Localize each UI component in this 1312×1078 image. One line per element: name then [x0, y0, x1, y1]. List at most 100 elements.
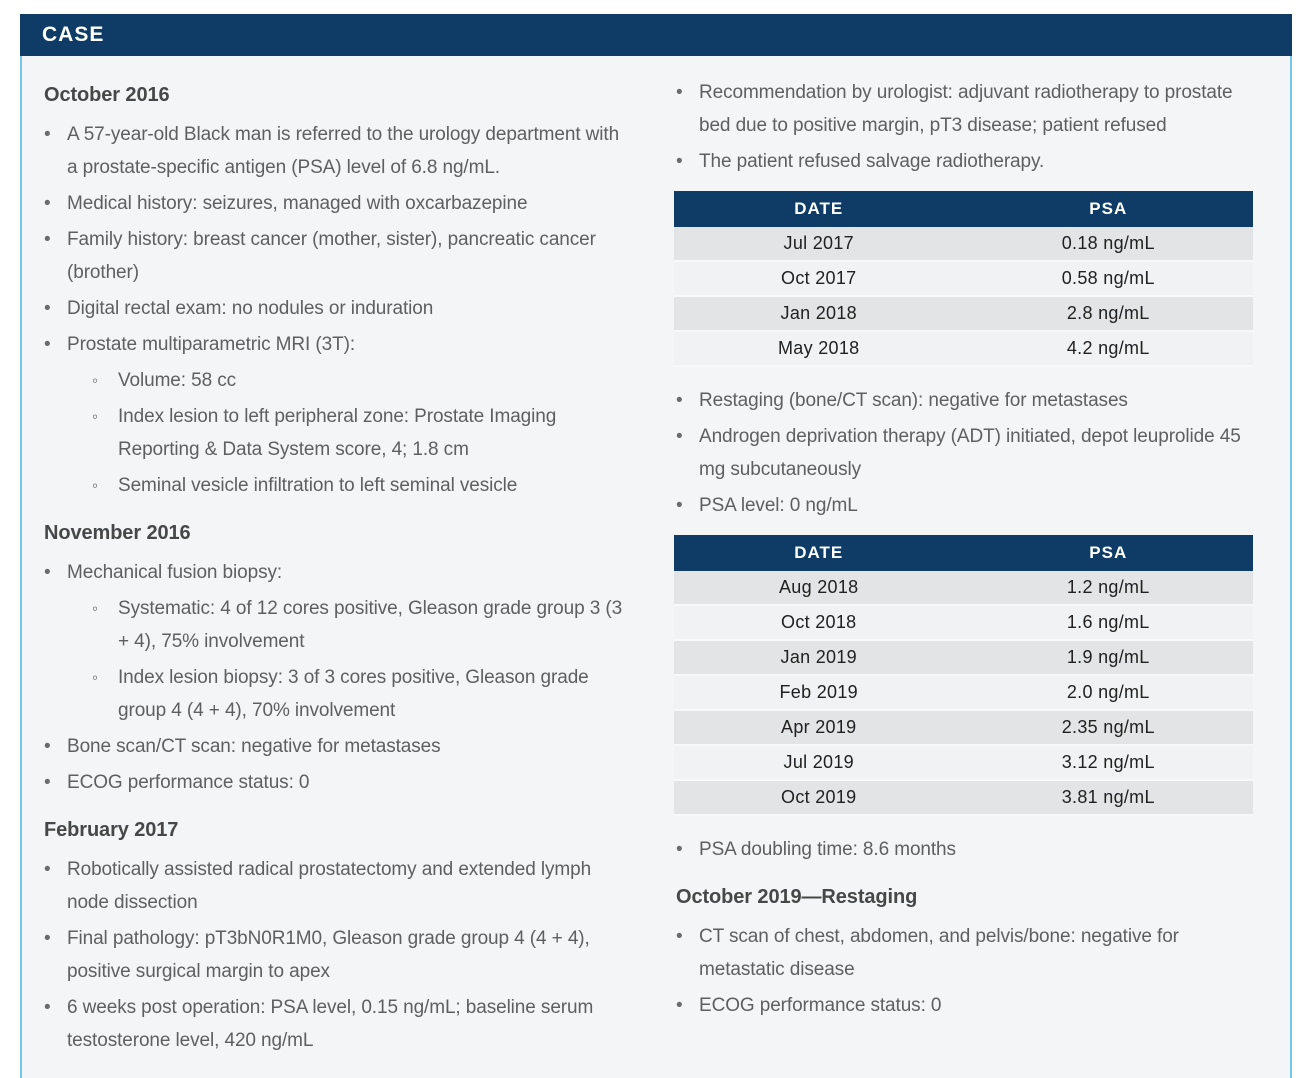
- date-cell: Apr 2019: [674, 711, 964, 746]
- psa-table-body: Aug 2018 1.2 ng/mL Oct 2018 1.6 ng/mL Jan 20…: [674, 571, 1253, 816]
- bullet-text: PSA doubling time: 8.6 months: [699, 839, 956, 860]
- psa-table-head: DATE PSA: [674, 535, 1253, 571]
- disc-bullet-icon: •: [676, 82, 683, 103]
- disc-bullet-icon: •: [676, 995, 683, 1016]
- disc-bullet-icon: •: [676, 495, 683, 516]
- date-cell: Jan 2019: [674, 641, 964, 676]
- left-column: October 2016 • A 57-year-old Black man is …: [42, 76, 634, 1060]
- table-header-row: DATE PSA: [674, 535, 1253, 571]
- bullet-item: • Family history: breast cancer (mother, …: [44, 223, 634, 289]
- psa-value-cell: 0.18 ng/mL: [963, 227, 1253, 262]
- bullet-item: • ECOG performance status: 0: [676, 989, 1253, 1022]
- table-row: Oct 2019 3.81 ng/mL: [674, 781, 1253, 816]
- bullet-text: Final pathology: pT3bN0R1M0, Gleason gra…: [67, 928, 590, 982]
- disc-bullet-icon: •: [44, 562, 51, 583]
- disc-bullet-icon: •: [44, 229, 51, 250]
- bullet-list: • Recommendation by urologist: adjuvant r…: [674, 76, 1253, 178]
- bullet-item: • The patient refused salvage radiotherap…: [676, 145, 1253, 178]
- table-row: Oct 2018 1.6 ng/mL: [674, 606, 1253, 641]
- bullet-text: CT scan of chest, abdomen, and pelvis/bo…: [699, 926, 1179, 980]
- bullet-text: Bone scan/CT scan: negative for metastas…: [67, 736, 441, 757]
- bullet-text: The patient refused salvage radiotherapy…: [699, 151, 1045, 172]
- case-body: October 2016 • A 57-year-old Black man is …: [20, 56, 1292, 1078]
- table-row: Apr 2019 2.35 ng/mL: [674, 711, 1253, 746]
- psa-table: DATE PSA Jul 2017 0.18 ng/mL Oct 2017 0.58 ng…: [674, 191, 1253, 367]
- bullet-text: ECOG performance status: 0: [699, 995, 942, 1016]
- bullet-text: A 57-year-old Black man is referred to t…: [67, 124, 620, 178]
- date-cell: Oct 2019: [674, 781, 964, 816]
- bullet-text: Systematic: 4 of 12 cores positive, Glea…: [118, 598, 623, 652]
- circle-bullet-icon: ◦: [92, 371, 98, 390]
- bullet-item: • PSA doubling time: 8.6 months: [676, 833, 1253, 866]
- bullet-item: • PSA level: 0 ng/mL: [676, 489, 1253, 522]
- disc-bullet-icon: •: [44, 298, 51, 319]
- bullet-text: 6 weeks post operation: PSA level, 0.15 …: [67, 997, 594, 1051]
- right-column: • Recommendation by urologist: adjuvant r…: [674, 76, 1253, 1060]
- case-title: CASE: [42, 23, 105, 46]
- disc-bullet-icon: •: [676, 926, 683, 947]
- psa-value-cell: 4.2 ng/mL: [963, 332, 1253, 367]
- bullet-text: Prostate multiparametric MRI (3T):: [67, 334, 355, 355]
- bullet-text: Robotically assisted radical prostatecto…: [67, 859, 592, 913]
- bullet-item: • Digital rectal exam: no nodules or indu…: [44, 292, 634, 325]
- date-cell: Jul 2019: [674, 746, 964, 781]
- bullet-item: • Mechanical fusion biopsy:: [44, 556, 634, 589]
- bullet-item: • Recommendation by urologist: adjuvant r…: [676, 76, 1253, 142]
- psa-table-head: DATE PSA: [674, 191, 1253, 227]
- table-row: Jan 2019 1.9 ng/mL: [674, 641, 1253, 676]
- bullet-text: Restaging (bone/CT scan): negative for m…: [699, 390, 1128, 411]
- section-heading: October 2019—Restaging: [676, 886, 918, 908]
- psa-value-cell: 3.81 ng/mL: [963, 781, 1253, 816]
- date-cell: Oct 2018: [674, 606, 964, 641]
- disc-bullet-icon: •: [676, 151, 683, 172]
- table-header-cell: PSA: [963, 191, 1253, 227]
- table-header-row: DATE PSA: [674, 191, 1253, 227]
- section-heading: October 2016: [44, 84, 170, 106]
- case-panel: CASE October 2016 • A 57-year-old Black ma…: [20, 14, 1292, 1078]
- sub-bullet-item: ◦ Index lesion biopsy: 3 of 3 cores posit…: [92, 661, 634, 727]
- circle-bullet-icon: ◦: [92, 599, 98, 618]
- bullet-list: • PSA doubling time: 8.6 months: [674, 833, 1253, 866]
- date-cell: May 2018: [674, 332, 964, 367]
- table-header-cell: DATE: [674, 191, 964, 227]
- psa-table: DATE PSA Aug 2018 1.2 ng/mL Oct 2018 1.6 ng/m…: [674, 535, 1253, 816]
- sub-bullet-item: ◦ Seminal vesicle infiltration to left se…: [92, 469, 634, 502]
- date-cell: Jan 2018: [674, 297, 964, 332]
- bullet-text: Recommendation by urologist: adjuvant ra…: [699, 82, 1233, 136]
- table-row: Aug 2018 1.2 ng/mL: [674, 571, 1253, 606]
- disc-bullet-icon: •: [44, 124, 51, 145]
- bullet-item: • Final pathology: pT3bN0R1M0, Gleason gr…: [44, 922, 634, 988]
- bullet-item: • Androgen deprivation therapy (ADT) init…: [676, 420, 1253, 486]
- psa-value-cell: 0.58 ng/mL: [963, 262, 1253, 297]
- section-heading: November 2016: [44, 522, 191, 544]
- bullet-text: Mechanical fusion biopsy:: [67, 562, 283, 583]
- circle-bullet-icon: ◦: [92, 476, 98, 495]
- bullet-text: Digital rectal exam: no nodules or indur…: [67, 298, 434, 319]
- disc-bullet-icon: •: [44, 334, 51, 355]
- date-cell: Feb 2019: [674, 676, 964, 711]
- bullet-item: • CT scan of chest, abdomen, and pelvis/b…: [676, 920, 1253, 986]
- bullet-text: Volume: 58 cc: [118, 370, 237, 391]
- bullet-text: Medical history: seizures, managed with …: [67, 193, 528, 214]
- bullet-list: • Mechanical fusion biopsy: ◦ Systematic: 4…: [42, 556, 634, 799]
- bullet-text: PSA level: 0 ng/mL: [699, 495, 858, 516]
- bullet-list: • Robotically assisted radical prostatect…: [42, 853, 634, 1057]
- psa-value-cell: 1.9 ng/mL: [963, 641, 1253, 676]
- bullet-list: • A 57-year-old Black man is referred to …: [42, 118, 634, 502]
- bullet-item: • Medical history: seizures, managed with…: [44, 187, 634, 220]
- disc-bullet-icon: •: [44, 928, 51, 949]
- case-header-bar: CASE: [20, 14, 1292, 56]
- disc-bullet-icon: •: [44, 859, 51, 880]
- table-row: Feb 2019 2.0 ng/mL: [674, 676, 1253, 711]
- circle-bullet-icon: ◦: [92, 407, 98, 426]
- date-cell: Aug 2018: [674, 571, 964, 606]
- bullet-text: Family history: breast cancer (mother, s…: [67, 229, 596, 283]
- disc-bullet-icon: •: [44, 736, 51, 757]
- disc-bullet-icon: •: [676, 426, 683, 447]
- bullet-item: • Robotically assisted radical prostatect…: [44, 853, 634, 919]
- psa-value-cell: 2.35 ng/mL: [963, 711, 1253, 746]
- psa-value-cell: 1.6 ng/mL: [963, 606, 1253, 641]
- psa-value-cell: 2.8 ng/mL: [963, 297, 1253, 332]
- date-cell: Jul 2017: [674, 227, 964, 262]
